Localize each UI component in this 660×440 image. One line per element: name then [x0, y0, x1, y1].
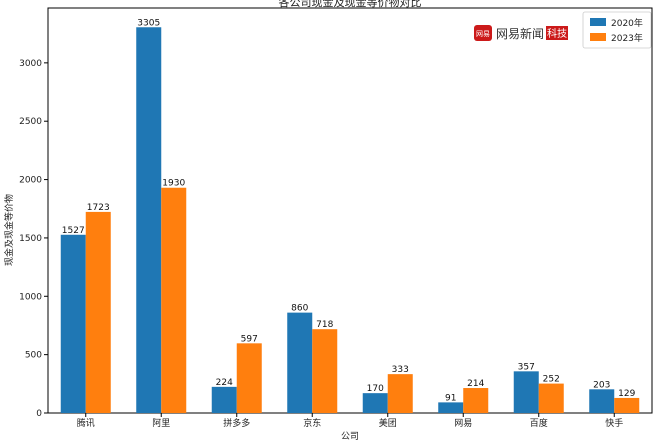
y-tick-label: 3000 [19, 59, 42, 69]
y-tick-label: 2500 [19, 117, 42, 127]
watermark-logo: 网易 网易新闻 科技 [474, 25, 568, 41]
data-label: 203 [593, 380, 610, 390]
bar-2023-4 [387, 374, 413, 413]
y-ticks: 0 500 1000 1500 2000 2500 3000 [19, 59, 48, 419]
watermark-tech-text: 科技 [547, 27, 567, 40]
data-label: 91 [445, 393, 456, 403]
chart-axes [47, 7, 653, 414]
data-label: 224 [216, 378, 233, 388]
data-label: 357 [518, 362, 535, 372]
watermark-badge [474, 25, 492, 41]
bars [60, 27, 640, 413]
data-label: 214 [467, 379, 484, 389]
watermark-text: 网易新闻 [496, 26, 544, 41]
bar-2020-1 [136, 27, 162, 413]
x-tick-label: 腾讯 [77, 417, 95, 429]
data-label: 1527 [62, 226, 85, 236]
x-tick-label: 拼多多 [223, 417, 250, 429]
x-tick-label: 百度 [530, 417, 548, 429]
data-label: 333 [392, 365, 409, 375]
bar-2020-6 [513, 371, 539, 413]
legend-swatch [590, 33, 606, 41]
data-label: 718 [316, 320, 333, 330]
data-label: 597 [241, 334, 258, 344]
legend-label: 2020年 [611, 17, 643, 29]
x-tick-label: 美团 [379, 417, 397, 429]
data-label: 1930 [162, 179, 185, 189]
y-tick-label: 2000 [19, 176, 42, 186]
x-tick-label: 京东 [303, 417, 321, 429]
x-tick-label: 网易 [454, 418, 472, 429]
chart-title: 各公司现金及现金等价物对比 [279, 0, 422, 9]
bar-2023-5 [463, 388, 489, 413]
y-tick-label: 500 [25, 351, 42, 361]
y-tick-label: 1000 [19, 292, 42, 302]
legend-label: 2023年 [611, 32, 643, 44]
legend: 2020年 2023年 [582, 11, 652, 49]
x-axis-label: 公司 [341, 431, 359, 440]
bar-2020-7 [589, 389, 615, 413]
data-label: 1723 [87, 203, 110, 213]
bar-2020-3 [287, 312, 313, 413]
bar-2023-6 [538, 383, 564, 413]
data-labels: 1527 1723 3305 1930 224 597 860 718 170 333 91 214 3… [62, 18, 636, 403]
watermark-badge-text: 网易 [476, 30, 490, 38]
x-ticks: 腾讯 阿里 拼多多 京东 美团 网易 百度 快手 [77, 413, 623, 429]
x-tick-label: 阿里 [152, 418, 170, 429]
data-label: 170 [367, 384, 384, 394]
bar-2023-1 [161, 187, 187, 413]
bar-2023-3 [312, 329, 338, 413]
data-label: 860 [291, 304, 308, 314]
y-tick-label: 0 [36, 409, 42, 419]
data-label: 252 [543, 375, 560, 385]
data-label: 3305 [137, 18, 160, 28]
legend-swatch [590, 18, 606, 26]
plot-frame [47, 7, 653, 414]
bar-2023-2 [236, 343, 262, 413]
bar-2020-4 [362, 393, 388, 413]
bar-2023-7 [614, 397, 640, 413]
y-axis-label: 现金及现金等价物 [3, 194, 15, 266]
y-tick-label: 1500 [19, 234, 42, 244]
bar-2020-5 [438, 402, 464, 413]
watermark-tech-box [546, 26, 568, 40]
data-label: 129 [618, 389, 635, 399]
bar-2020-0 [60, 234, 86, 413]
x-tick-label: 快手 [605, 417, 623, 429]
bar-2020-2 [211, 386, 237, 413]
bar-2023-0 [85, 211, 111, 413]
